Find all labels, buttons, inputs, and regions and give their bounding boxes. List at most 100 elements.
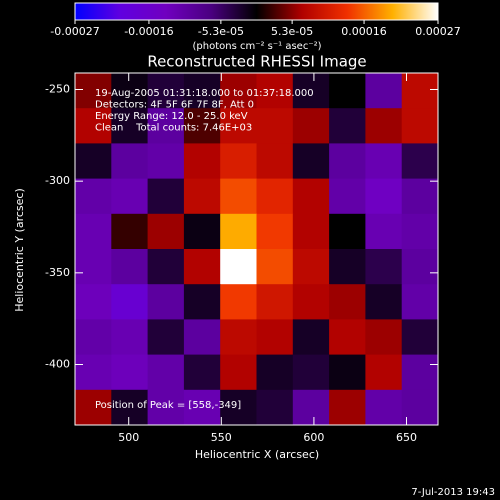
annotation: Clean Total counts: 7.46E+03 (95, 123, 252, 134)
heatmap-cell (183, 213, 221, 250)
heatmap-cell (256, 319, 294, 356)
heatmap-cell (292, 284, 330, 320)
heatmap-cell (183, 389, 221, 426)
y-tick-label: -400 (45, 358, 70, 371)
heatmap-cell (183, 284, 221, 320)
heatmap-cell (147, 389, 185, 426)
heatmap-cell (147, 249, 185, 285)
heatmap-cell (329, 249, 366, 285)
heatmap-cell (292, 249, 330, 285)
heatmap-cell (111, 108, 149, 144)
heatmap-cell (256, 354, 294, 391)
heatmap-cell (365, 108, 403, 144)
peak-annotation: Position of Peak = [558,-349] (95, 400, 241, 411)
heatmap-cell (75, 108, 112, 144)
heatmap-cell (401, 143, 439, 180)
heatmap-cell (183, 319, 221, 356)
colorbar-tick-label: 5.3e-05 (271, 25, 313, 38)
heatmap-cell (256, 213, 294, 250)
heatmap-cell (111, 213, 149, 250)
heatmap-cell (111, 319, 149, 356)
heatmap-cell (401, 213, 439, 250)
y-tick-label: -250 (45, 83, 70, 96)
heatmap-cell (401, 389, 439, 426)
heatmap-cell (220, 284, 257, 320)
heatmap-cell (220, 213, 257, 250)
heatmap-cell (111, 143, 149, 180)
heatmap-cell (401, 249, 439, 285)
heatmap-cell (111, 354, 149, 391)
heatmap-cell (220, 73, 257, 109)
colorbar-tick-label: -5.3e-05 (198, 25, 244, 38)
heatmap-cell (401, 319, 439, 356)
heatmap-cell (220, 143, 257, 180)
heatmap-cell (329, 284, 366, 320)
heatmap-cell (365, 319, 403, 356)
colorbar (74, 2, 439, 21)
heatmap-cell (292, 178, 330, 215)
annotation: Energy Range: 12.0 - 25.0 keV (95, 111, 248, 122)
colorbar-tick-label: -0.00027 (50, 25, 99, 38)
heatmap-cell (292, 354, 330, 391)
heatmap-cell (220, 319, 257, 356)
heatmap-cell (220, 178, 257, 215)
heatmap-cell (365, 284, 403, 320)
heatmap-cell (220, 249, 257, 285)
heatmap-cell (292, 389, 330, 426)
x-tick-label: 500 (118, 431, 139, 444)
heatmap-cell (75, 389, 112, 426)
heatmap-cell (292, 319, 330, 356)
heatmap-cell (256, 143, 294, 180)
heatmap-cell (220, 354, 257, 391)
heatmap-cell (147, 178, 185, 215)
heatmap-cell (256, 73, 294, 109)
heatmap-cell (329, 178, 366, 215)
heatmap-cell (401, 178, 439, 215)
heatmap-cell (111, 73, 149, 109)
y-tick-label: -350 (45, 266, 70, 279)
timestamp: 7-Jul-2013 19:43 (411, 487, 495, 498)
heatmap-cell (329, 213, 366, 250)
heatmap-cell (183, 143, 221, 180)
heatmap-cell (111, 178, 149, 215)
heatmap-cell (365, 143, 403, 180)
heatmap-cell (147, 284, 185, 320)
heatmap-cell (183, 178, 221, 215)
heatmap-cell (256, 389, 294, 426)
annotation: Detectors: 4F 5F 6F 7F 8F, Att 0 (95, 100, 254, 111)
heatmap-cell (147, 108, 185, 144)
heatmap-cell (365, 249, 403, 285)
colorbar-tick-label: 0.00016 (341, 25, 387, 38)
x-tick-label: 550 (211, 431, 232, 444)
heatmap-cell (183, 354, 221, 391)
heatmap-cell (329, 319, 366, 356)
heatmap-cell (401, 73, 439, 109)
colorbar-tick-label: 0.00027 (415, 25, 461, 38)
x-tick-label: 600 (303, 431, 324, 444)
heatmap-cell (401, 108, 439, 144)
heatmap-cell (329, 73, 366, 109)
colorbar-label: (photons cm⁻² s⁻¹ asec⁻²) (192, 41, 321, 52)
heatmap-cell (111, 284, 149, 320)
chart-title: Reconstructed RHESSI Image (147, 53, 366, 71)
heatmap-cell (365, 354, 403, 391)
heatmap-cell (401, 284, 439, 320)
heatmap-cell (183, 73, 221, 109)
heatmap-cell (220, 389, 257, 426)
heatmap-cell (75, 73, 112, 109)
heatmap-cell (256, 249, 294, 285)
heatmap-cell (329, 108, 366, 144)
heatmap-cell (147, 213, 185, 250)
heatmap-cell (75, 319, 112, 356)
heatmap-cell (75, 354, 112, 391)
heatmap-cell (329, 143, 366, 180)
y-axis-label: Heliocentric Y (arcsec) (13, 188, 26, 312)
heatmap-cell (111, 389, 149, 426)
heatmap-cell (256, 178, 294, 215)
heatmap-cell (256, 108, 294, 144)
heatmap-cell (365, 178, 403, 215)
heatmap-cell (329, 389, 366, 426)
heatmap-cell (111, 249, 149, 285)
